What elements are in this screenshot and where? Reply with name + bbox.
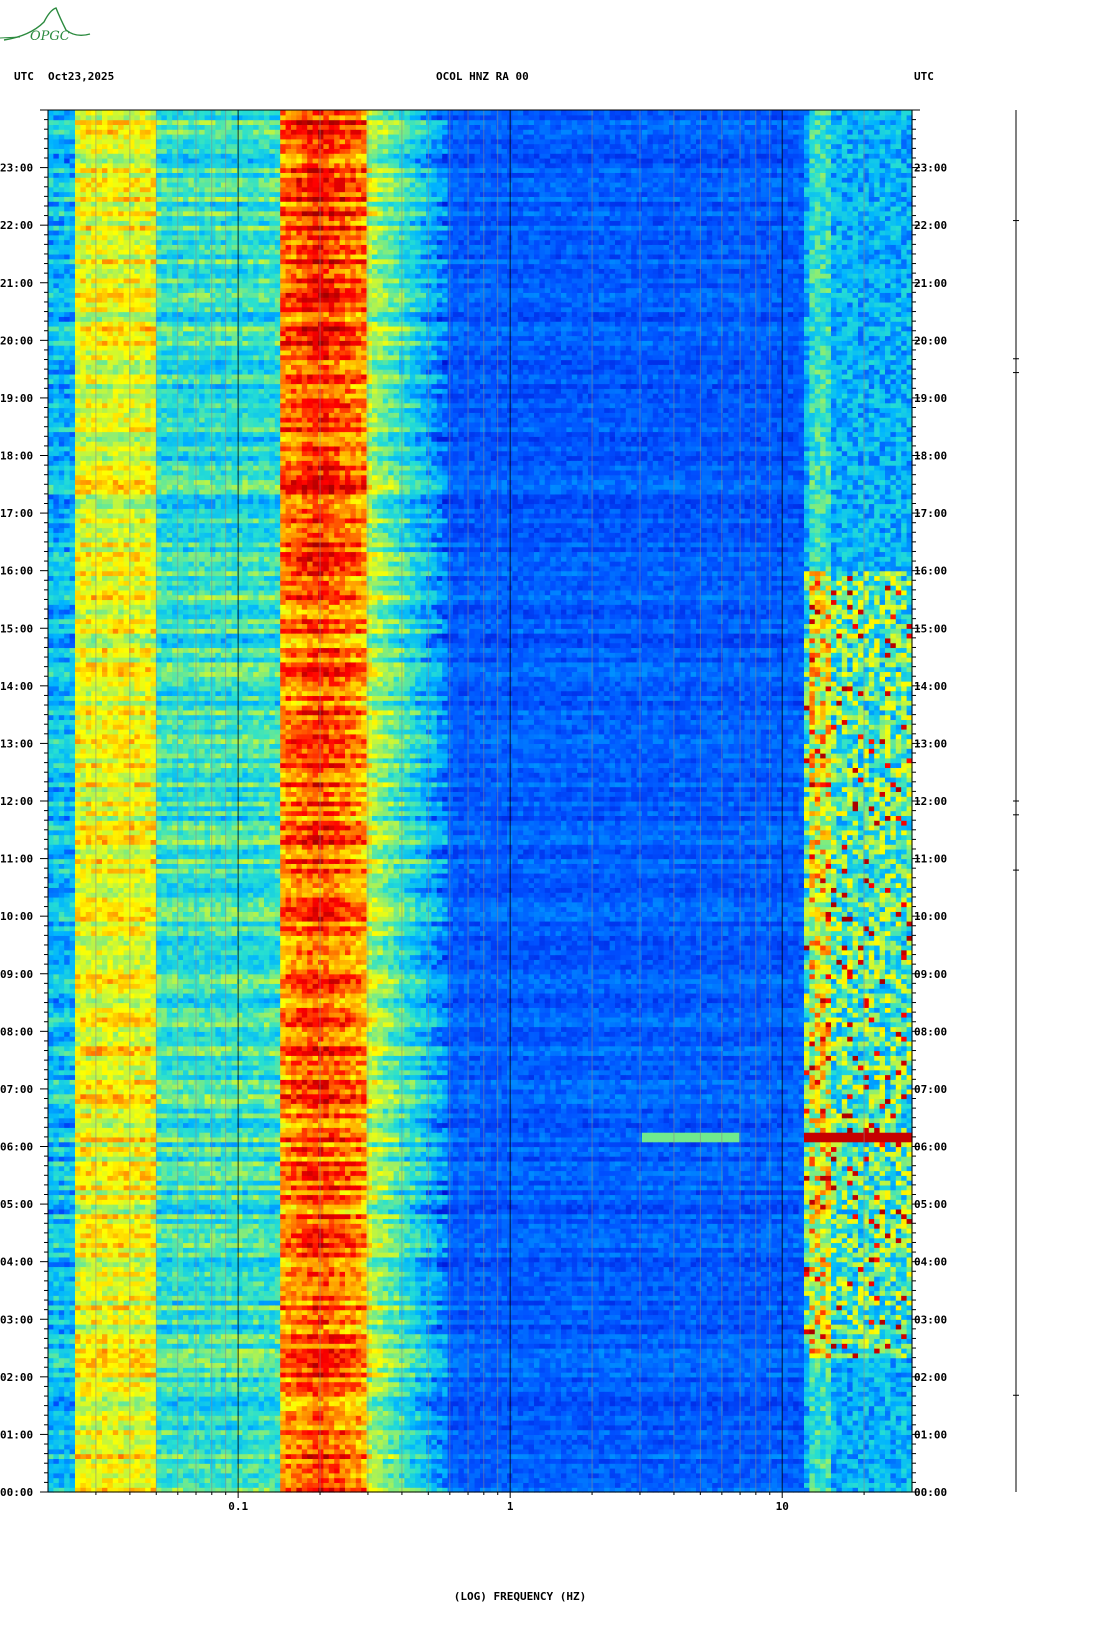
y-tick-label-left: 23:00	[0, 162, 33, 175]
y-tick-label-left: 10:00	[0, 910, 33, 923]
y-tick-label-left: 21:00	[0, 277, 33, 290]
y-tick-label-left: 09:00	[0, 968, 33, 981]
y-tick-label-right: 21:00	[914, 277, 947, 290]
y-tick-label-right: 08:00	[914, 1025, 947, 1038]
y-tick-label-right: 23:00	[914, 162, 947, 175]
y-tick-label-right: 09:00	[914, 968, 947, 981]
y-tick-label-right: 11:00	[914, 853, 947, 866]
y-tick-label-right: 03:00	[914, 1313, 947, 1326]
y-tick-label-left: 17:00	[0, 507, 33, 520]
y-tick-label-right: 06:00	[914, 1141, 947, 1154]
y-tick-label-right: 01:00	[914, 1428, 947, 1441]
y-tick-label-left: 11:00	[0, 853, 33, 866]
y-tick-label-left: 13:00	[0, 737, 33, 750]
y-tick-label-left: 02:00	[0, 1371, 33, 1384]
frequency-axis: 0.1 1 10	[96, 1492, 864, 1513]
y-tick-label-left: 08:00	[0, 1025, 33, 1038]
y-tick-label-left: 20:00	[0, 334, 33, 347]
x-axis-label: (LOG) FREQUENCY (HZ)	[0, 1590, 1040, 1603]
y-tick-label-left: 18:00	[0, 450, 33, 463]
y-tick-label-right: 04:00	[914, 1256, 947, 1269]
y-tick-label-right: 18:00	[914, 450, 947, 463]
y-tick-label-right: 02:00	[914, 1371, 947, 1384]
y-tick-label-right: 10:00	[914, 910, 947, 923]
y-tick-label-right: 20:00	[914, 334, 947, 347]
y-tick-label-left: 07:00	[0, 1083, 33, 1096]
y-tick-label-left: 01:00	[0, 1428, 33, 1441]
y-tick-label-right: 00:00	[914, 1486, 947, 1499]
y-tick-label-right: 07:00	[914, 1083, 947, 1096]
y-tick-label-left: 22:00	[0, 219, 33, 232]
x-tick-label: 0.1	[228, 1500, 248, 1513]
x-tick-label: 1	[507, 1500, 514, 1513]
y-tick-label-right: 13:00	[914, 737, 947, 750]
y-tick-label-right: 19:00	[914, 392, 947, 405]
y-tick-label-left: 06:00	[0, 1141, 33, 1154]
y-tick-label-left: 05:00	[0, 1198, 33, 1211]
y-tick-label-right: 16:00	[914, 565, 947, 578]
y-tick-label-left: 00:00	[0, 1486, 33, 1499]
y-tick-label-right: 17:00	[914, 507, 947, 520]
y-tick-label-left: 19:00	[0, 392, 33, 405]
y-tick-label-right: 22:00	[914, 219, 947, 232]
x-tick-label: 10	[776, 1500, 789, 1513]
y-tick-label-right: 05:00	[914, 1198, 947, 1211]
y-tick-label-right: 14:00	[914, 680, 947, 693]
y-tick-label-left: 12:00	[0, 795, 33, 808]
y-tick-label-left: 03:00	[0, 1313, 33, 1326]
y-tick-label-right: 15:00	[914, 622, 947, 635]
y-tick-label-left: 16:00	[0, 565, 33, 578]
y-tick-label-right: 12:00	[914, 795, 947, 808]
y-tick-label-left: 14:00	[0, 680, 33, 693]
y-tick-label-left: 04:00	[0, 1256, 33, 1269]
y-tick-label-left: 15:00	[0, 622, 33, 635]
